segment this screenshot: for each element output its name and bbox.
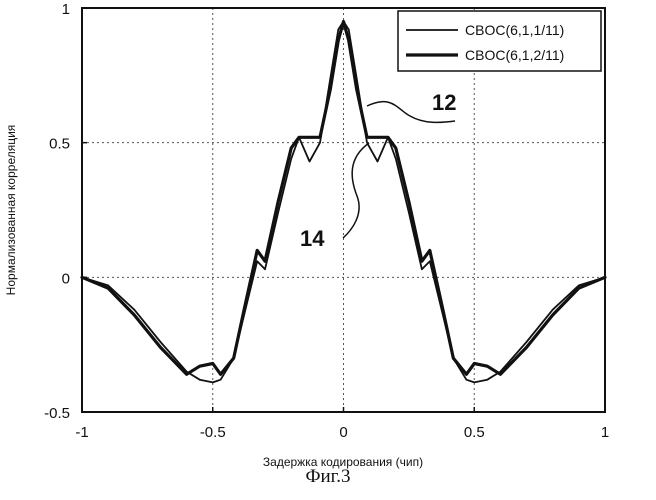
y-axis-label: Нормализованная корреляция xyxy=(4,125,18,296)
legend-label-series-2: CBOC(6,1,2/11) xyxy=(465,47,564,63)
x-tick-label-0: -1 xyxy=(75,424,88,441)
legend: CBOC(6,1,1/11) CBOC(6,1,2/11) xyxy=(398,11,601,71)
correlation-chart: -1-0.500.51-0.500.51 Задержка кодировани… xyxy=(0,0,656,470)
figure-caption: Фиг.3 xyxy=(0,466,656,488)
legend-label-series-1: CBOC(6,1,1/11) xyxy=(465,22,564,38)
y-tick-label-0: -0.5 xyxy=(44,405,70,422)
y-tick-label-1: 0 xyxy=(62,270,70,287)
x-tick-label-2: 0 xyxy=(339,424,347,441)
annotation-label-14: 14 xyxy=(300,226,325,251)
y-tick-label-3: 1 xyxy=(62,1,70,18)
annotation-label-12: 12 xyxy=(432,90,456,115)
x-tick-label-1: -0.5 xyxy=(200,424,226,441)
x-tick-label-4: 1 xyxy=(601,424,609,441)
y-tick-label-2: 0.5 xyxy=(49,136,70,153)
x-tick-label-3: 0.5 xyxy=(464,424,485,441)
